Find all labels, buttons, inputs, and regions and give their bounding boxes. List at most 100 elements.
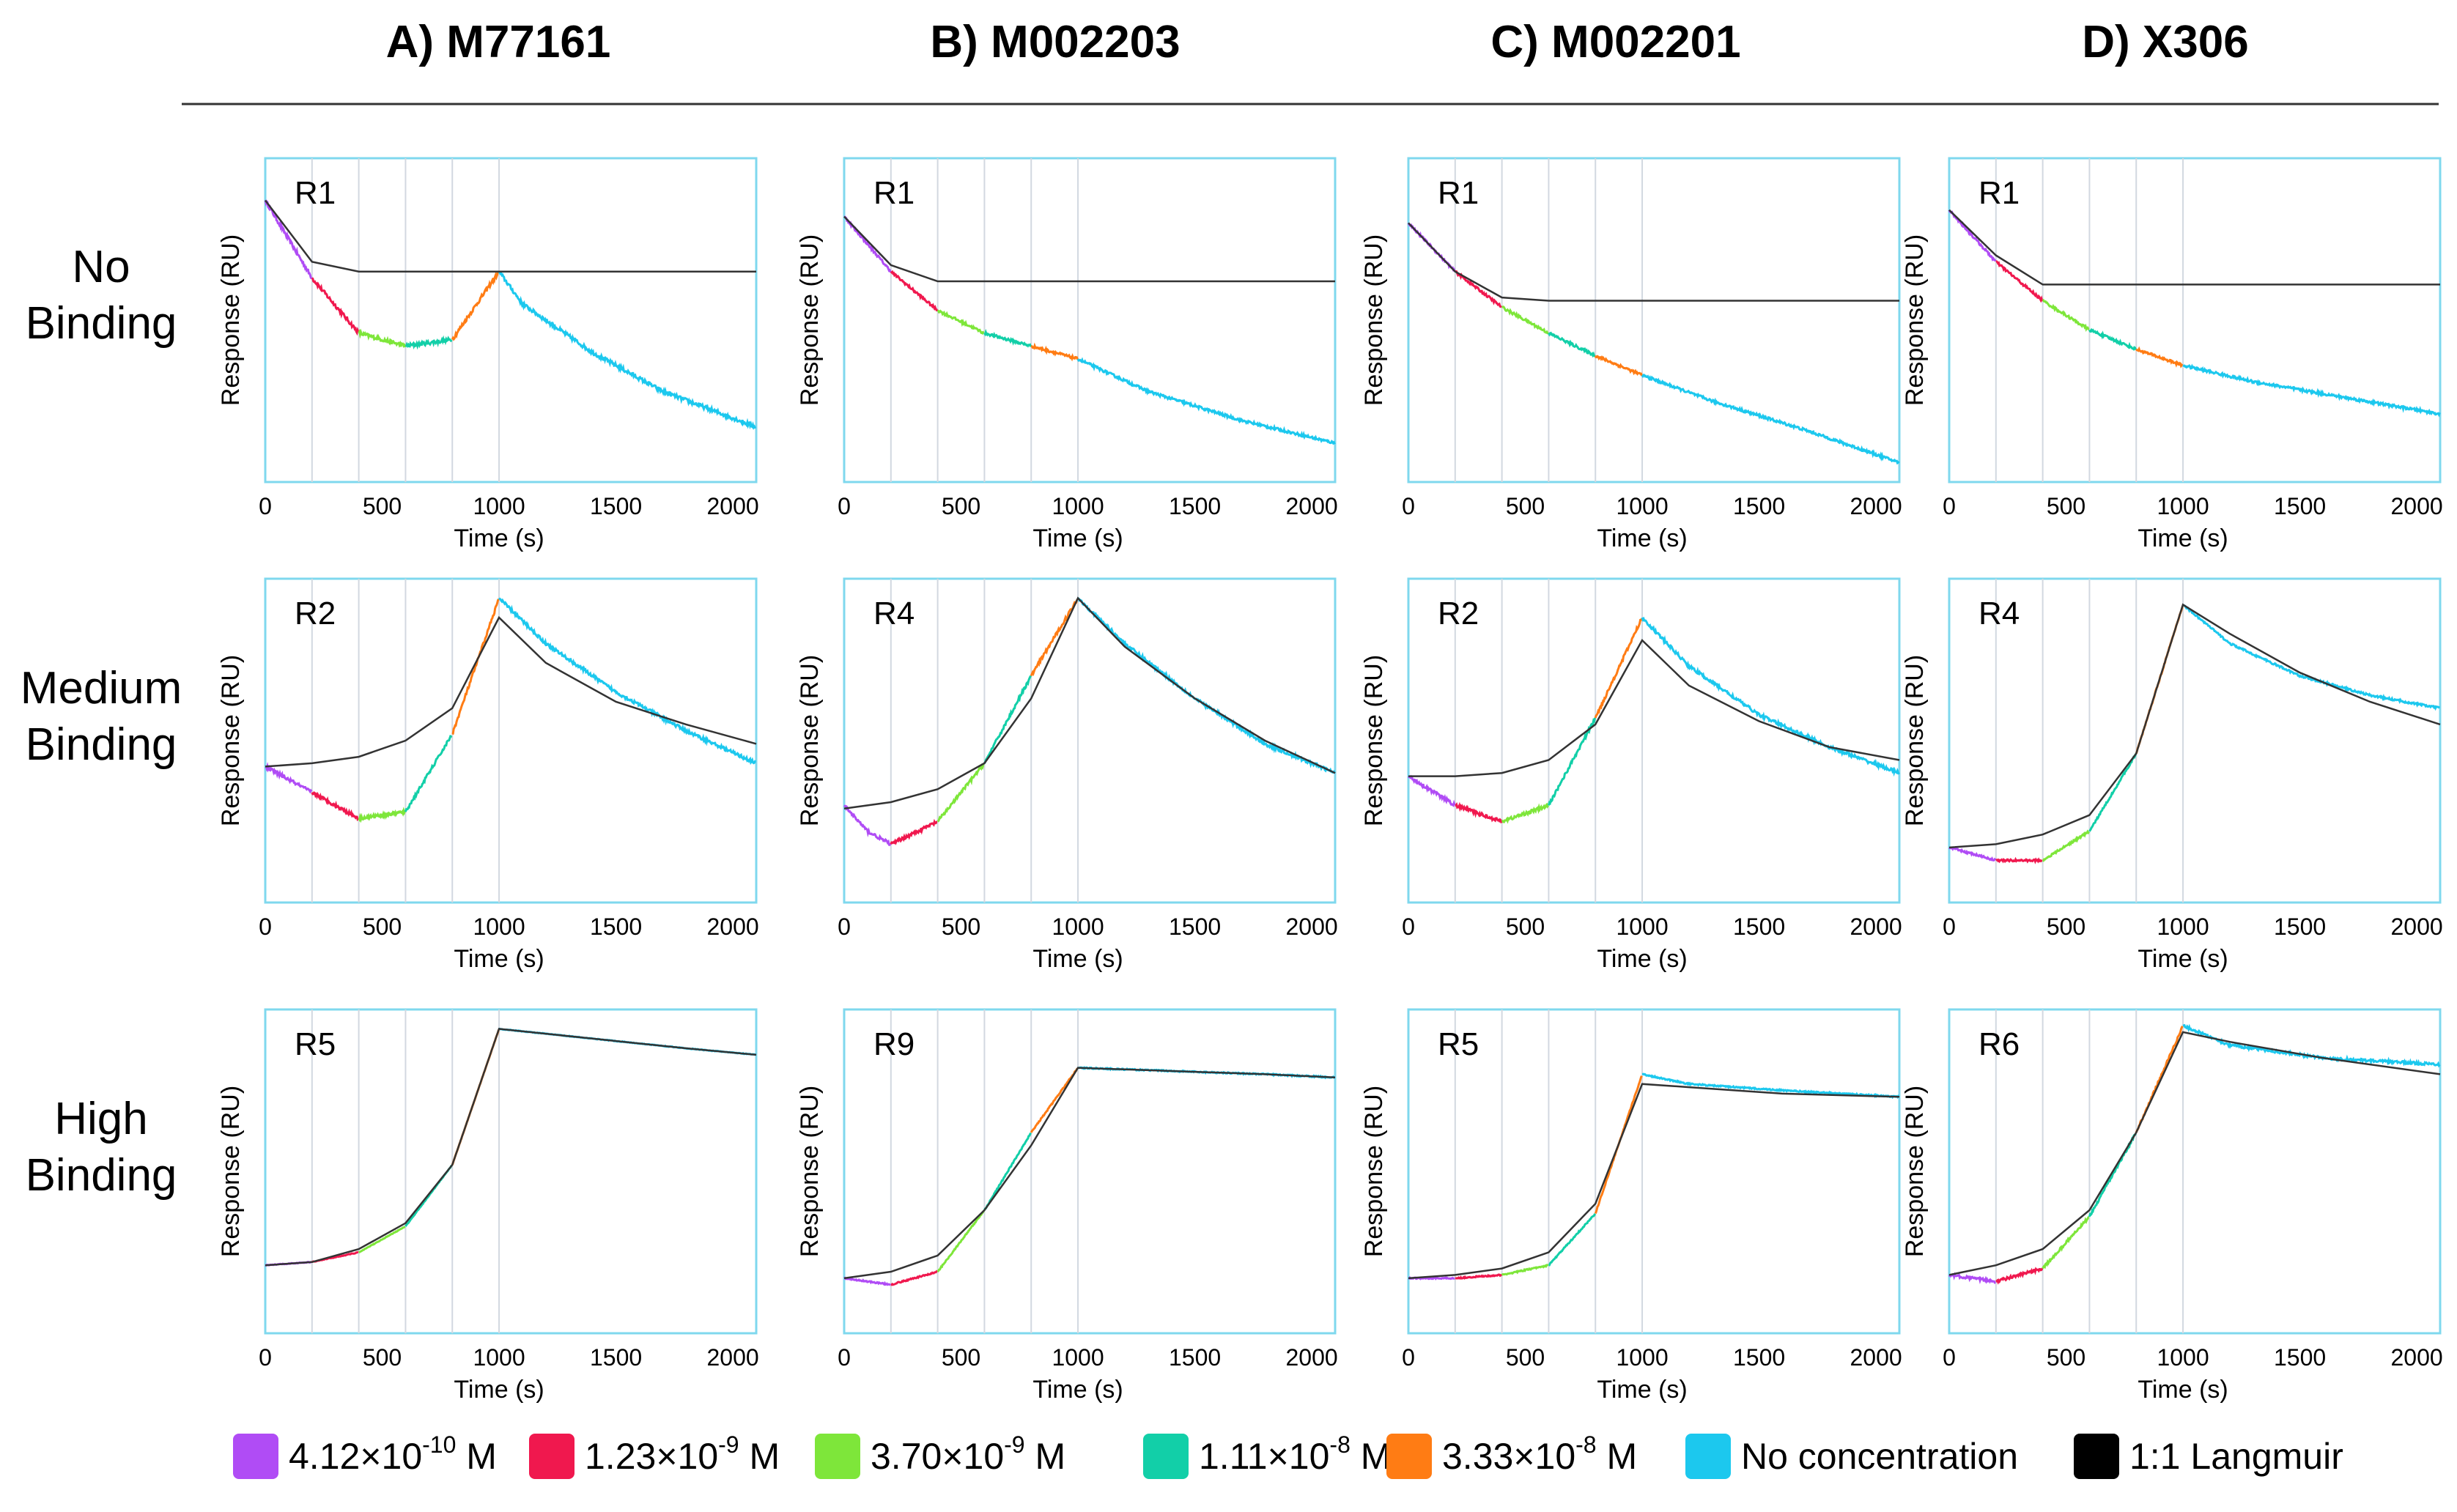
observed-series-segment-6 [2181,604,2440,711]
legend-base: 1.11×10 [1199,1436,1329,1477]
x-tick-label: 2000 [2391,914,2443,940]
langmuir-fit-line [843,1067,1336,1280]
column-title-c: C) M002201 [1490,17,1740,67]
observed-series-segment-2 [1455,270,1503,308]
x-tick-label: 1500 [1733,914,1785,940]
y-axis-label: Response (RU) [1901,1086,1929,1257]
x-axis-label: Time (s) [1597,945,1687,973]
x-tick-label: 0 [1402,914,1415,940]
x-tick-label: 2000 [2391,1344,2443,1371]
plot-frame [843,577,1337,904]
observed-series-segment-3 [936,1209,986,1272]
observed-series-segment-1 [1948,210,1997,262]
x-tick-label: 2000 [2391,493,2443,519]
panel-3-4: R6 Response (RU) 0 500 1000 1500 2000 Time (s) [1901,1008,2443,1404]
y-axis-label: Response (RU) [217,234,245,406]
x-tick-label: 2000 [1286,493,1338,519]
x-tick-label: 1500 [590,914,642,940]
observed-series-segment-6 [1641,616,1900,777]
x-tick-label: 2000 [1850,493,1902,519]
observed-series-segment-4 [983,1132,1032,1211]
panel-1-1: R1 Response (RU) 0 500 1000 1500 2000 Time (s) [217,157,759,552]
x-tick-label: 0 [1943,1344,1956,1371]
x-axis-label: Time (s) [1032,525,1123,552]
observed-series-segment-6 [1641,374,1900,465]
x-tick-label: 1500 [1169,493,1221,519]
legend-exponent: -8 [1575,1431,1596,1458]
y-axis-label: Response (RU) [1360,1086,1388,1257]
x-tick-label: 1000 [2157,914,2209,940]
x-tick-label: 1500 [590,1344,642,1371]
observed-series-segment-5 [451,270,500,341]
panel-label: R5 [1438,1026,1479,1062]
legend-label: 1.23×10-9 M [585,1431,780,1477]
x-tick-label: 1500 [1169,914,1221,940]
x-tick-label: 2000 [1850,914,1902,940]
column-titles: A) M77161 B) M002203 C) M002201 D) X306 [386,17,2249,67]
observed-series-segment-4 [2088,1133,2137,1218]
plot-frame [264,1008,758,1335]
panel-label: R1 [1978,175,2020,211]
panel-2-3: R2 Response (RU) 0 500 1000 1500 2000 Time (s) [1360,577,1902,973]
x-axis-label: Time (s) [2138,1376,2228,1404]
legend-swatch [1685,1434,1731,1479]
observed-series-segment-2 [1455,1273,1503,1280]
x-tick-label: 1000 [1616,1344,1668,1371]
observed-series-segment-5 [1594,355,1643,377]
legend-exponent: -9 [1004,1431,1024,1458]
x-tick-label: 0 [838,914,851,940]
column-title-d: D) X306 [2082,17,2248,67]
column-title-a: A) M77161 [386,17,611,67]
y-axis-label: Response (RU) [796,1086,824,1257]
observed-series-segment-4 [2088,327,2138,351]
observed-series-segment-6 [2182,363,2441,418]
x-axis-label: Time (s) [454,945,544,973]
x-axis-label: Time (s) [1032,945,1123,973]
plot-frame [1407,577,1901,904]
legend-base: 1:1 Langmuir [2129,1436,2343,1477]
observed-series-segment-3 [358,807,407,823]
y-axis-label: Response (RU) [1360,234,1388,406]
observed-series-segment-2 [890,270,939,312]
y-axis-label: Response (RU) [1360,655,1388,826]
observed-series-segment-4 [983,675,1032,764]
observed-series-segment-6 [498,597,756,766]
y-axis-label: Response (RU) [1901,234,1929,406]
panel-1-4: R1 Response (RU) 0 500 1000 1500 2000 Time (s) [1901,157,2443,552]
langmuir-fit-line [843,596,1336,810]
y-axis-label: Response (RU) [796,234,824,406]
legend-base: No concentration [1741,1436,2018,1477]
panel-3-3: R5 Response (RU) 0 500 1000 1500 2000 Time (s) [1360,1008,1902,1404]
plot-frame [264,577,758,904]
observed-series-segment-2 [1995,1267,2044,1285]
x-tick-label: 500 [363,914,402,940]
plot-frame [843,1008,1337,1335]
x-tick-label: 0 [838,493,851,519]
langmuir-fit-line [1948,1031,2441,1276]
langmuir-fit-line [265,1028,757,1267]
observed-series-segment-3 [1501,1264,1549,1276]
row-label-medium-line1: Medium [21,663,182,714]
x-tick-label: 1000 [1052,914,1104,940]
observed-series-segment-2 [890,818,938,845]
y-axis-label: Response (RU) [217,655,245,826]
x-tick-label: 1500 [2274,493,2326,519]
x-tick-label: 0 [259,1344,272,1371]
x-tick-label: 500 [2047,1344,2085,1371]
x-tick-label: 1500 [2274,914,2326,940]
observed-series-segment-2 [311,790,360,822]
langmuir-fit-line [1408,222,1899,302]
panel-1-3: R1 Response (RU) 0 500 1000 1500 2000 Time (s) [1360,157,1902,552]
plot-frame [264,157,758,483]
legend-unit: M [739,1436,780,1477]
legend-unit: M [1351,1436,1392,1477]
x-tick-label: 0 [259,914,272,940]
legend-label: 4.12×10-10 M [289,1431,497,1477]
legend: 4.12×10-10 M 1.23×10-9 M 3.70×10-9 M 1.11×1… [233,1431,2343,1479]
panel-label: R4 [873,596,915,631]
observed-series-segment-4 [983,328,1032,348]
observed-series-segment-5 [1594,618,1643,719]
panel-label: R6 [1978,1026,2020,1062]
x-axis-label: Time (s) [2138,945,2228,973]
observed-series-segment-3 [936,763,985,823]
